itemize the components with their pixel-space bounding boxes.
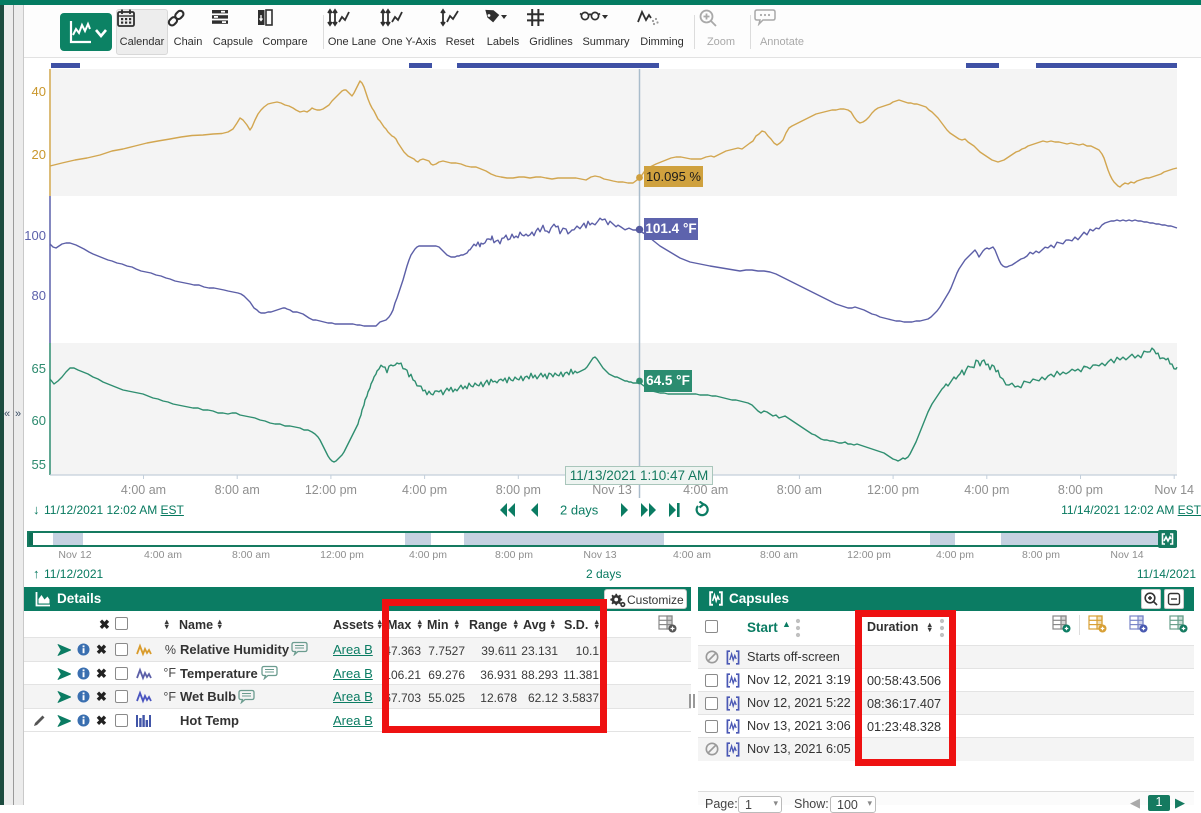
- svg-text:2 days: 2 days: [560, 503, 599, 518]
